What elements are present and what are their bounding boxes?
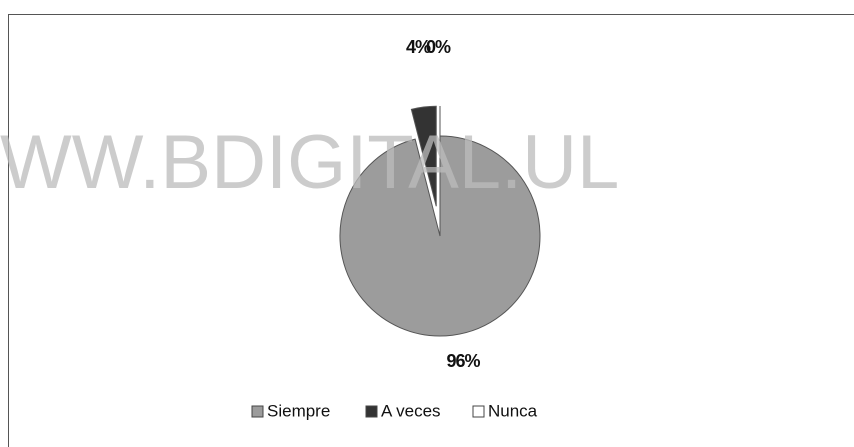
legend: Siempre A veces Nunca	[251, 401, 538, 420]
pie-slice	[410, 105, 437, 207]
pie	[339, 105, 541, 337]
data-label: 96%	[446, 351, 480, 371]
watermark: WW.BDIGITAL.UL	[0, 120, 619, 205]
legend-swatch	[251, 405, 264, 418]
legend-label: Siempre	[267, 401, 330, 420]
legend-label: A veces	[381, 401, 441, 420]
legend-label: Nunca	[488, 401, 538, 420]
pie-slice	[339, 135, 541, 337]
data-label: 4%	[406, 37, 431, 57]
labels: 96% 4%0%	[406, 37, 482, 371]
data-label: 0%	[426, 37, 451, 57]
legend-swatch	[365, 405, 378, 418]
legend-swatch	[472, 405, 485, 418]
